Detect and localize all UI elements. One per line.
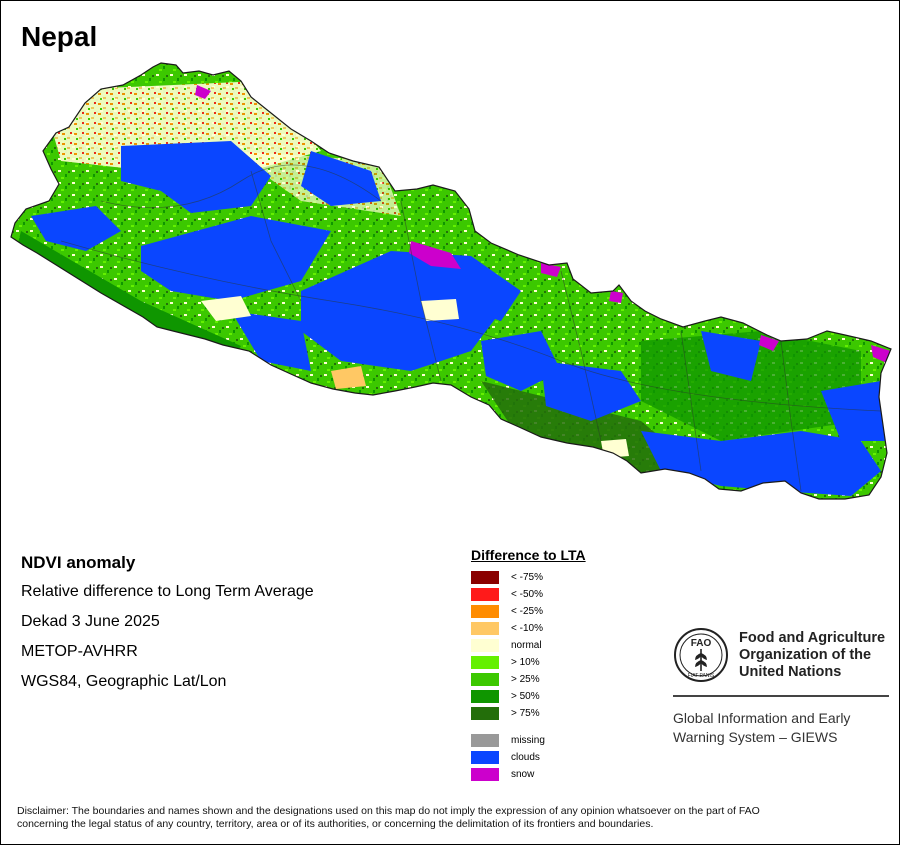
legend-swatch (471, 707, 499, 720)
legend-classes: < -75% < -50% < -25% < -10% normal > 10% > 25%… (471, 569, 586, 722)
disclaimer-line2: concerning the legal status of any count… (17, 818, 654, 830)
legend-label: missing (511, 735, 545, 746)
legend-swatch (471, 639, 499, 652)
giews-line2: Warning System – GIEWS (673, 729, 838, 745)
legend-item: > 25% (471, 671, 586, 688)
giews-label: Global Information and Early Warning Sys… (673, 709, 889, 747)
product-title: NDVI anomaly (21, 553, 136, 572)
projection-label: WGS84, Geographic Lat/Lon (21, 673, 227, 690)
fao-branding: FAO FIAT PANIS Food and Agriculture Orga… (673, 627, 889, 747)
legend-label: < -50% (511, 589, 543, 600)
legend-item: missing (471, 732, 586, 749)
legend-item: > 10% (471, 654, 586, 671)
legend-swatch (471, 768, 499, 781)
product-description: Relative difference to Long Term Average (21, 583, 314, 600)
legend-item: < -25% (471, 603, 586, 620)
legend: Difference to LTA < -75% < -50% < -25% < -1… (471, 547, 586, 783)
legend-label: normal (511, 640, 542, 651)
fao-name: Food and Agriculture Organization of the… (739, 630, 885, 681)
fao-name-line3: United Nations (739, 663, 842, 680)
legend-label: clouds (511, 752, 540, 763)
legend-swatch (471, 751, 499, 764)
legend-swatch (471, 622, 499, 635)
legend-swatch (471, 588, 499, 601)
legend-label: < -25% (511, 606, 543, 617)
ndvi-raster (11, 63, 891, 499)
legend-item: < -10% (471, 620, 586, 637)
legend-swatch (471, 690, 499, 703)
legend-label: snow (511, 769, 535, 780)
disclaimer-line1: Disclaimer: The boundaries and names sho… (17, 805, 760, 817)
legend-item: > 50% (471, 688, 586, 705)
legend-gap (471, 722, 586, 732)
fao-name-line2: Organization of the (739, 646, 872, 663)
ndvi-map (1, 51, 899, 511)
country-title: Nepal (21, 21, 98, 52)
map-info: NDVI anomaly Relative difference to Long… (21, 553, 314, 703)
legend-item: snow (471, 766, 586, 783)
giews-line1: Global Information and Early (673, 710, 851, 726)
legend-swatch (471, 734, 499, 747)
fao-divider (673, 695, 889, 697)
legend-label: < -75% (511, 572, 543, 583)
disclaimer: Disclaimer: The boundaries and names sho… (17, 805, 877, 831)
legend-item: normal (471, 637, 586, 654)
legend-item: < -50% (471, 586, 586, 603)
sensor-label: METOP-AVHRR (21, 643, 138, 660)
legend-swatch (471, 673, 499, 686)
legend-title: Difference to LTA (471, 547, 586, 563)
period-label: Dekad 3 June 2025 (21, 613, 160, 630)
legend-swatch (471, 656, 499, 669)
legend-item: clouds (471, 749, 586, 766)
legend-label: > 75% (511, 708, 540, 719)
legend-label: < -10% (511, 623, 543, 634)
fao-logo-letters: FAO (691, 638, 712, 649)
legend-item: < -75% (471, 569, 586, 586)
fao-logo-icon: FAO FIAT PANIS (674, 628, 728, 682)
fao-logo-motto: FIAT PANIS (688, 673, 715, 679)
legend-item: > 75% (471, 705, 586, 722)
legend-label: > 50% (511, 691, 540, 702)
legend-label: > 10% (511, 657, 540, 668)
nepal-border (10, 62, 892, 500)
fao-name-line1: Food and Agriculture (739, 629, 886, 646)
legend-swatch (471, 571, 499, 584)
legend-label: > 25% (511, 674, 540, 685)
legend-special: missing clouds snow (471, 732, 586, 783)
legend-swatch (471, 605, 499, 618)
